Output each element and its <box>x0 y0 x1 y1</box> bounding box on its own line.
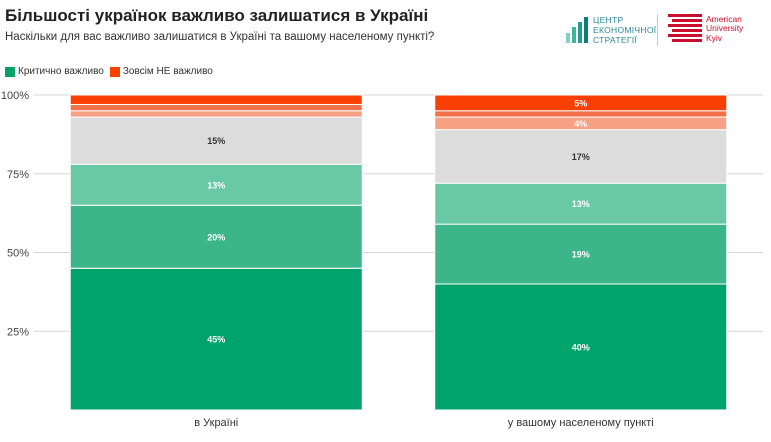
legend-label-not-important: Зовсім НЕ важливо <box>122 66 213 77</box>
bar-segment <box>69 94 363 105</box>
bar-segment <box>434 182 728 225</box>
ces-logo: ЦЕНТР ЕКОНОМІЧНОЇ СТРАТЕГІЇ <box>566 15 656 45</box>
ces-line-2: ЕКОНОМІЧНОЇ <box>593 25 657 35</box>
ces-line-1: ЦЕНТР <box>593 15 624 25</box>
y-tick-label: 100% <box>1 90 29 102</box>
data-label: 13% <box>572 199 590 209</box>
legend-label-critical: Критично важливо <box>18 66 104 77</box>
bar-segment <box>434 94 728 112</box>
ces-logo-text: ЦЕНТР ЕКОНОМІЧНОЇ СТРАТЕГІЇ <box>593 15 656 45</box>
x-tick-label: у вашому населеному пункті <box>508 417 654 429</box>
chart-subtitle: Наскільки для вас важливо залишатися в У… <box>5 31 435 43</box>
legend-item-not-important: Зовсім НЕ важливо <box>109 66 213 77</box>
data-label: 40% <box>572 343 590 353</box>
x-tick-label: в Україні <box>194 417 238 429</box>
bar-segment <box>69 116 363 165</box>
auk-line-3: Kyiv <box>706 32 723 43</box>
chart-title: Більшості українок важливо залишатися в … <box>5 6 429 25</box>
data-label: 45% <box>207 335 225 345</box>
data-label: 13% <box>207 180 225 190</box>
bar-segment <box>434 223 728 285</box>
y-tick-label: 25% <box>7 326 29 338</box>
legend: Критично важливо Зовсім НЕ важливо <box>5 66 219 77</box>
ces-line-3: СТРАТЕГІЇ <box>593 35 638 45</box>
data-label: 17% <box>572 152 590 162</box>
legend-swatch-critical <box>5 66 15 77</box>
ces-logo-icon <box>566 17 588 43</box>
legend-item-critical: Критично важливо <box>5 66 104 77</box>
data-label: 4% <box>574 119 587 129</box>
y-tick-label: 75% <box>7 169 29 181</box>
auk-line-1: American <box>706 13 742 24</box>
bar-segment <box>69 103 363 112</box>
logo-divider <box>657 14 658 46</box>
auk-line-2: University <box>706 23 744 34</box>
auk-logo-icon <box>668 14 702 42</box>
bar-segment <box>434 129 728 184</box>
data-label: 15% <box>207 136 225 146</box>
bar-segment <box>69 267 363 411</box>
data-label: 19% <box>572 250 590 260</box>
bar-segment <box>69 204 363 269</box>
bar-segment <box>69 110 363 118</box>
bar-segment <box>434 283 728 411</box>
data-label: 20% <box>207 232 225 242</box>
bar-segment <box>69 163 363 206</box>
auk-logo: American University Kyiv <box>668 14 743 44</box>
auk-logo-text: American University Kyiv <box>706 13 744 44</box>
legend-swatch-not-important <box>109 66 120 77</box>
y-tick-label: 50% <box>7 248 29 260</box>
bar-segment <box>434 110 728 118</box>
data-label: 5% <box>574 98 587 108</box>
